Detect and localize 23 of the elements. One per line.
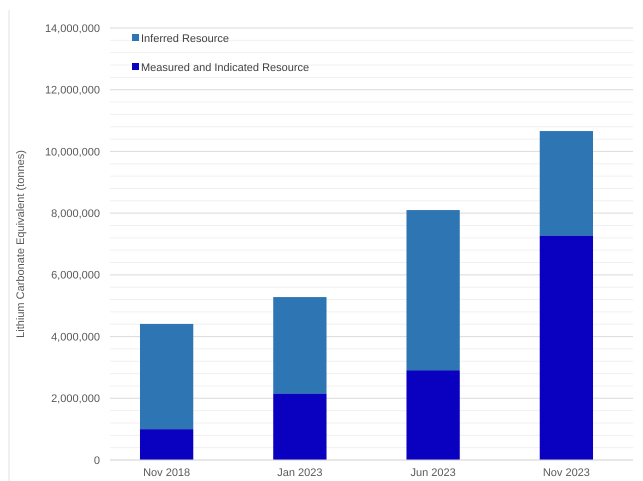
- y-tick-label: 14,000,000: [44, 22, 100, 35]
- y-tick-label: 10,000,000: [44, 146, 100, 158]
- bar: [273, 394, 327, 460]
- bar: [540, 131, 594, 236]
- y-tick-label: 0: [94, 454, 100, 467]
- y-tick-label: 4,000,000: [51, 331, 100, 344]
- x-tick-label: Jun 2023: [410, 467, 456, 479]
- y-tick-label: 8,000,000: [51, 208, 100, 220]
- bar: [140, 429, 194, 460]
- y-tick-label: 6,000,000: [51, 270, 100, 282]
- x-tick-label: Nov 2018: [143, 467, 190, 479]
- bar: [406, 210, 460, 371]
- bar: [540, 236, 594, 460]
- x-tick-label: Jan 2023: [277, 467, 323, 479]
- bar: [406, 370, 460, 460]
- bar: [140, 324, 194, 430]
- x-tick-label: Nov 2023: [542, 467, 590, 479]
- bar: [273, 297, 327, 394]
- legend-label: Inferred Resource: [141, 32, 230, 45]
- y-axis-title: Lithium Carbonate Equivalent (tonnes): [15, 150, 27, 338]
- y-tick-label: 12,000,000: [44, 84, 100, 97]
- text: 2,000,000: [51, 393, 100, 406]
- legend-label: Measured and Indicated Resource: [141, 62, 310, 74]
